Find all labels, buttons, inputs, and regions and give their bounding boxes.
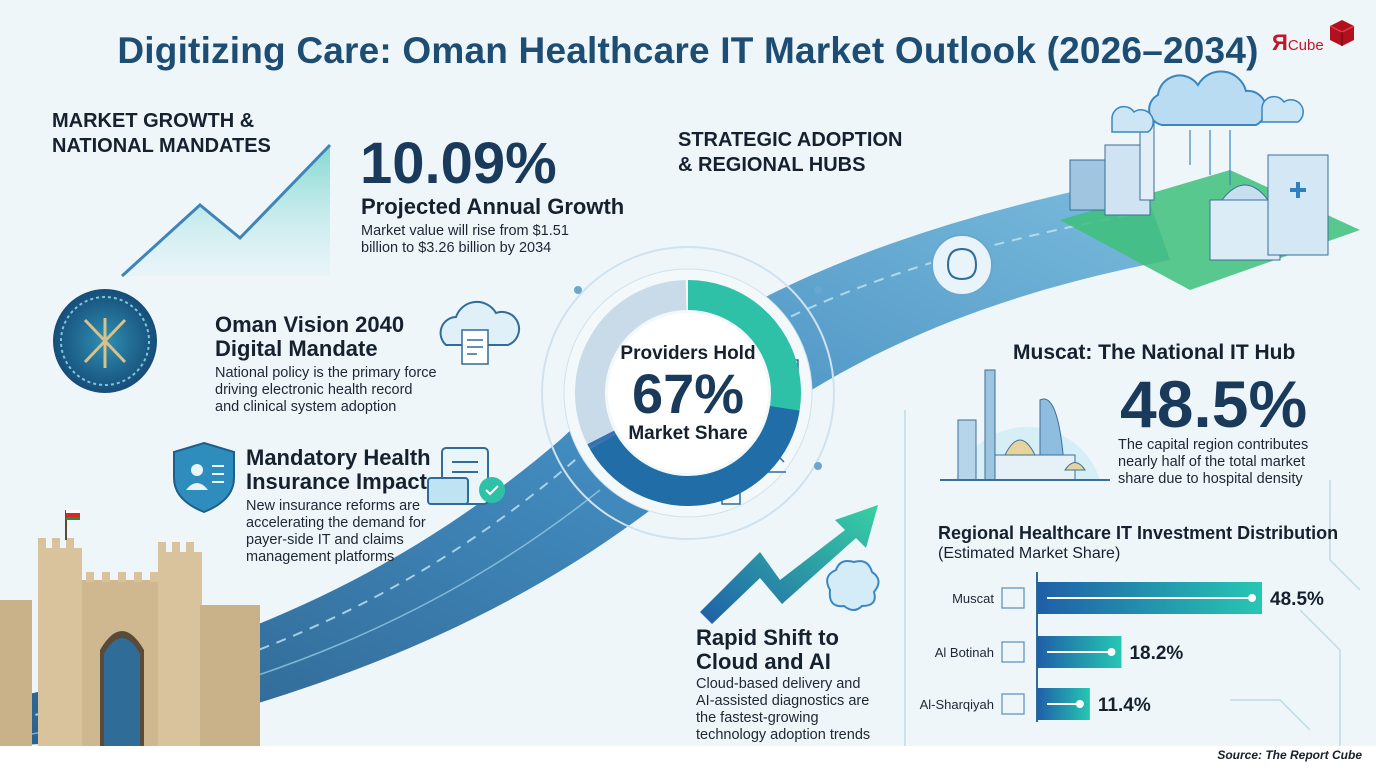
bar-endpoint-2 — [1075, 700, 1084, 708]
cloud-desc-line1: Cloud-based delivery and — [696, 676, 861, 692]
insurance-shield-icon — [173, 441, 235, 514]
insurance-desc-line3: payer-side IT and claims — [246, 532, 404, 548]
chart-title: Regional Healthcare IT Investment Distri… — [938, 523, 1339, 543]
others-share-arc — [575, 280, 687, 448]
insurance-title-line2: Insurance Impact — [246, 469, 427, 494]
bar-endpoint-1 — [1107, 648, 1116, 656]
chart-subtitle: (Estimated Market Share) — [938, 545, 1121, 562]
providers-center: Providers Hold 67% Market Share — [588, 343, 788, 445]
region-icon-1 — [1001, 641, 1025, 663]
vision-desc-line3: and clinical system adoption — [215, 399, 397, 415]
cloud-title-line1: Rapid Shift to — [696, 625, 839, 650]
cloud-title-line2: Cloud and AI — [696, 649, 831, 674]
bar-endpoint-0 — [1248, 594, 1257, 602]
insurance-title: Mandatory Health Insurance Impact — [246, 446, 431, 494]
providers-donut-chart — [575, 280, 801, 506]
fort-illustration — [0, 510, 260, 746]
regional-bar-chart: Muscat 48.5% Al Botinah 18.2% Al-Sharqiyah 11… — [920, 572, 1324, 722]
cloud-desc-line4: technology adoption trends — [696, 727, 871, 743]
insurance-title-line1: Mandatory Health — [246, 445, 431, 470]
muscat-desc-line2: nearly half of the total market — [1118, 454, 1305, 470]
vision-desc-line2: driving electronic health record — [215, 382, 413, 398]
bar-value-label-0: 48.5% — [1270, 589, 1324, 610]
providers-label-bottom: Market Share — [628, 423, 748, 444]
bar-category-label-1: Al Botinah — [935, 645, 994, 660]
cloud-description: Cloud-based delivery and AI-assisted dia… — [696, 676, 870, 744]
report-cube-logo: ЯCube — [1268, 18, 1358, 64]
strategic-heading-line2: & REGIONAL HUBS — [678, 154, 866, 176]
growth-heading: MARKET GROWTH & NATIONAL MANDATES — [52, 109, 271, 159]
ai-brain-icon — [826, 560, 880, 611]
growth-heading-line2: NATIONAL MANDATES — [52, 135, 271, 157]
cloud-record-icon — [439, 300, 521, 365]
claims-document-icon — [427, 447, 505, 505]
bar-value-label-1: 18.2% — [1129, 643, 1183, 664]
cloud-title: Rapid Shift to Cloud and AI — [696, 626, 839, 674]
bar-value-label-2: 11.4% — [1098, 695, 1151, 716]
growth-desc-line1: Market value will rise from $1.51 — [361, 223, 569, 239]
cloud-desc-line3: the fastest-growing — [696, 710, 819, 726]
insurance-desc-line2: accelerating the demand for — [246, 515, 426, 531]
strategic-heading: STRATEGIC ADOPTION & REGIONAL HUBS — [678, 128, 902, 178]
vision-title: Oman Vision 2040 Digital Mandate — [215, 313, 404, 361]
bar-category-label-0: Muscat — [952, 591, 994, 606]
bar-category-label-2: Al-Sharqiyah — [920, 697, 994, 712]
page-title: Digitizing Care: Oman Healthcare IT Mark… — [117, 30, 1259, 71]
vision-desc-line1: National policy is the primary force — [215, 365, 437, 381]
vision-title-line1: Oman Vision 2040 — [215, 312, 405, 337]
muscat-stat: 48.5% — [1120, 367, 1308, 441]
growth-description: Market value will rise from $1.51 billio… — [361, 223, 569, 257]
smart-city-illustration — [1060, 70, 1360, 290]
muscat-skyline-illustration — [940, 369, 1110, 481]
growth-desc-line2: billion to $3.26 billion by 2034 — [361, 240, 552, 256]
logo-mark: Я — [1272, 30, 1288, 55]
logo-text: Cube — [1287, 37, 1324, 54]
growth-area-icon — [122, 145, 330, 276]
cloud-desc-line2: AI-assisted diagnostics are — [696, 693, 870, 709]
vision-title-line2: Digital Mandate — [215, 336, 378, 361]
muscat-desc-line3: share due to hospital density — [1118, 471, 1303, 487]
muscat-title: Muscat: The National IT Hub — [1013, 341, 1296, 364]
muscat-description: The capital region contributes nearly ha… — [1118, 437, 1308, 488]
muscat-desc-line1: The capital region contributes — [1118, 437, 1309, 453]
donut-center — [608, 313, 768, 473]
providers-accent-arc — [587, 405, 800, 506]
providers-label-top: Providers Hold — [620, 343, 756, 364]
source-note: Source: The Report Cube — [1217, 748, 1362, 762]
region-icon-2 — [1001, 693, 1025, 715]
providers-stat: 67% — [631, 362, 745, 425]
insurance-desc-line4: management platforms — [246, 549, 395, 565]
growth-arrow-icon — [700, 505, 878, 624]
growth-stat-label: Projected Annual Growth — [361, 194, 625, 219]
brain-icon — [931, 234, 993, 296]
insurance-description: New insurance reforms are accelerating t… — [246, 498, 426, 566]
growth-stat: 10.09% — [360, 131, 557, 196]
region-icon-0 — [1001, 587, 1025, 609]
growth-heading-line1: MARKET GROWTH & — [52, 110, 255, 132]
strategic-heading-line1: STRATEGIC ADOPTION — [678, 129, 903, 151]
vision-description: National policy is the primary force dri… — [215, 365, 437, 416]
insurance-desc-line1: New insurance reforms are — [246, 498, 421, 514]
